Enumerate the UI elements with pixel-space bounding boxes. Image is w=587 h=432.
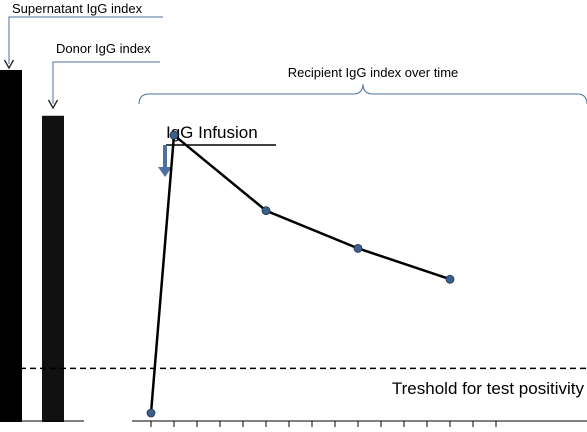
donor-label: Donor IgG index (56, 41, 151, 56)
time-axis-ticks (151, 421, 496, 427)
recipient-brace (139, 84, 587, 104)
supernatant-label: Supernatant IgG index (12, 1, 143, 16)
recipient-data-point (147, 409, 155, 417)
supernatant-bar (0, 70, 22, 422)
recipient-series-points (147, 131, 454, 417)
recipient-data-point (446, 275, 454, 283)
donor-callout-line (53, 62, 160, 104)
threshold-label: Treshold for test positivity (392, 379, 585, 398)
recipient-label: Recipient IgG index over time (288, 65, 459, 80)
recipient-data-point (262, 207, 270, 215)
donor-bar (42, 116, 64, 422)
recipient-data-point (170, 131, 178, 139)
recipient-series-line (151, 135, 450, 413)
recipient-data-point (354, 244, 362, 252)
